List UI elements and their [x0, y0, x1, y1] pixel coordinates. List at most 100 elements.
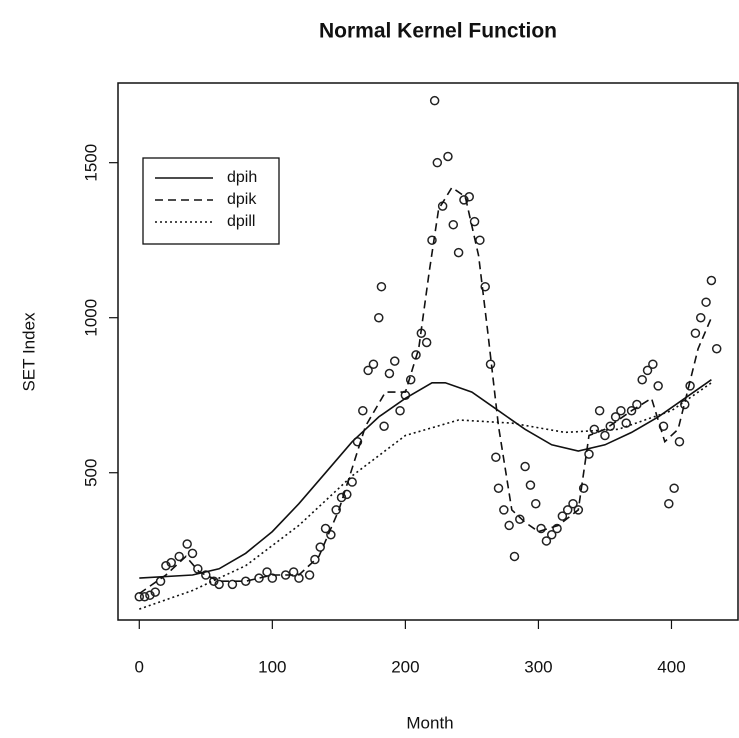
legend-label: dpih: [227, 169, 257, 186]
data-point: [448, 219, 459, 230]
x-tick-label: 100: [258, 657, 286, 676]
data-point: [429, 95, 440, 106]
data-point: [594, 405, 605, 416]
data-point: [504, 520, 514, 531]
data-point: [193, 564, 203, 574]
data-point: [267, 573, 278, 583]
data-point: [491, 452, 501, 462]
data-point: [358, 405, 368, 416]
data-point: [469, 216, 480, 227]
data-point: [690, 328, 701, 338]
x-tick-label: 200: [391, 657, 419, 676]
data-point: [616, 405, 626, 416]
data-point: [711, 343, 722, 354]
data-point: [674, 436, 685, 447]
data-point: [584, 449, 594, 459]
data-point: [552, 523, 562, 534]
legend-label: dpik: [227, 191, 257, 208]
data-point: [254, 573, 264, 583]
data-point: [605, 421, 616, 431]
data-point: [680, 399, 690, 410]
data-point: [600, 430, 610, 441]
data-point: [374, 312, 384, 323]
data-point: [669, 483, 679, 493]
x-tick-label: 0: [135, 657, 144, 676]
data-point: [520, 461, 530, 472]
data-point: [201, 570, 211, 580]
data-point: [653, 381, 663, 391]
data-point: [174, 551, 184, 562]
legend-box: [142, 157, 280, 245]
x-tick-label: 400: [657, 657, 685, 676]
data-point: [573, 505, 584, 515]
data-point: [589, 424, 600, 435]
data-point: [304, 570, 315, 580]
data-point: [187, 548, 198, 559]
data-point: [363, 365, 373, 376]
plot-frame: [117, 82, 739, 621]
data-point: [395, 405, 405, 416]
data-point: [139, 591, 150, 602]
data-point: [376, 281, 387, 292]
data-point: [288, 567, 299, 577]
data-point: [632, 399, 642, 410]
data-point: [695, 312, 706, 323]
data-point: [536, 523, 546, 534]
data-point: [706, 275, 717, 286]
legend-label: dpill: [227, 213, 255, 230]
data-point: [637, 374, 647, 385]
data-point: [525, 480, 536, 490]
data-point: [493, 483, 504, 493]
data-point: [480, 281, 490, 292]
x-axis-label: Month: [406, 713, 453, 732]
data-point: [342, 489, 352, 500]
data-point: [701, 297, 711, 307]
data-point: [432, 157, 443, 168]
data-point: [578, 483, 589, 493]
data-point: [310, 554, 320, 565]
data-point: [320, 523, 331, 534]
smooth-line: [138, 186, 713, 595]
data-point: [499, 505, 509, 515]
data-point: [509, 551, 520, 562]
data-point: [464, 192, 474, 202]
data-point: [166, 557, 176, 568]
smooth-line: [139, 382, 712, 610]
data-point: [150, 587, 161, 597]
data-point: [642, 365, 653, 376]
data-point: [384, 368, 395, 379]
data-point: [227, 579, 238, 590]
data-point: [485, 359, 496, 369]
data-point: [515, 514, 525, 524]
data-point: [453, 247, 464, 258]
data-point: [368, 359, 379, 369]
data-point: [389, 356, 400, 366]
data-point: [421, 337, 432, 348]
data-point: [475, 235, 485, 245]
data-point: [379, 421, 389, 431]
data-point: [541, 536, 552, 546]
data-point: [214, 579, 224, 590]
data-point: [648, 359, 658, 369]
smooth-line: [139, 379, 712, 579]
data-point: [531, 498, 541, 509]
data-point: [443, 151, 453, 162]
y-tick-label: 500: [81, 459, 100, 487]
data-point: [315, 542, 325, 552]
data-point: [568, 498, 578, 509]
data-point: [182, 539, 192, 549]
x-tick-label: 300: [524, 657, 552, 676]
y-tick-label: 1500: [81, 144, 100, 182]
y-axis-label: SET Index: [19, 312, 38, 392]
data-point: [626, 405, 637, 416]
data-point: [546, 529, 557, 540]
data-point: [557, 511, 568, 521]
y-tick-label: 1000: [81, 299, 100, 337]
chart-title: Normal Kernel Function: [319, 20, 557, 43]
data-point: [427, 235, 437, 245]
data-point: [326, 529, 336, 540]
data-point: [610, 412, 621, 422]
data-point: [562, 505, 573, 515]
data-point: [331, 505, 341, 515]
